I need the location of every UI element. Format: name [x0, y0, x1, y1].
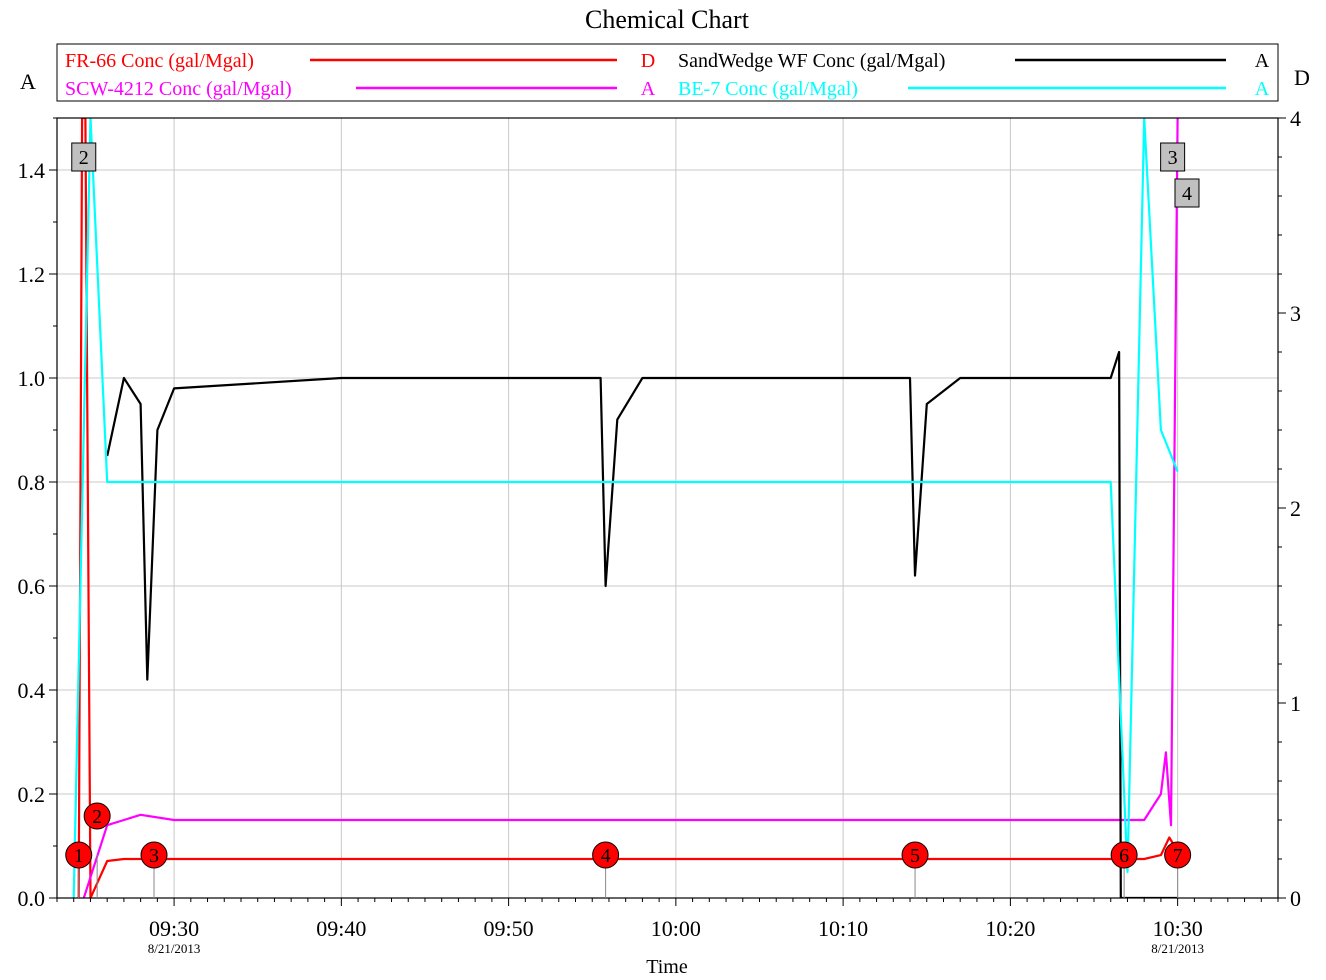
right-tick-label: 4	[1290, 106, 1301, 131]
left-tick-label: 1.0	[18, 366, 46, 391]
plot-frame	[56, 117, 1279, 899]
event-marker-6	[1110, 841, 1138, 869]
x-tick-label: 10:10	[818, 916, 868, 941]
event-marker-7	[1164, 841, 1192, 869]
series-line-1	[77, 118, 1179, 898]
legend-box	[56, 43, 1279, 102]
right-tick-label: 0	[1290, 886, 1301, 911]
chart-title: Chemical Chart	[585, 5, 750, 34]
series-line-3	[106, 350, 1178, 898]
left-axis-label: A	[20, 69, 36, 94]
event-marker-label: 6	[1119, 845, 1129, 867]
legend-entry-3: SandWedge WF Conc (gal/Mgal)	[678, 50, 945, 72]
event-marker-label: 3	[149, 845, 159, 867]
comment-marker-2	[71, 142, 97, 172]
event-marker-label: 4	[601, 845, 611, 867]
series-line-2	[82, 118, 1179, 898]
x-tick-label: 09:50	[484, 916, 534, 941]
legend-axis-tag: D	[641, 50, 655, 72]
gridlines	[57, 118, 1278, 899]
legend-axis-tag: A	[1255, 78, 1270, 100]
x-tick-label: 10:00	[651, 916, 701, 941]
x-tick-label: 10:30	[1153, 916, 1203, 941]
x-tick-date: 8/21/2013	[1151, 941, 1204, 956]
event-marker-label: 1	[74, 845, 84, 867]
left-tick-label: 0.0	[18, 886, 46, 911]
right-tick-label: 3	[1290, 301, 1301, 326]
left-tick-label: 1.2	[18, 262, 46, 287]
plot-area	[72, 118, 1179, 898]
left-tick-label: 0.4	[18, 678, 46, 703]
left-tick-label: 0.2	[18, 782, 46, 807]
comment-marker-label: 4	[1182, 183, 1192, 205]
event-marker-label: 7	[1173, 845, 1183, 867]
event-marker-label: 2	[92, 806, 102, 828]
legend-entry-4: BE-7 Conc (gal/Mgal)	[678, 78, 858, 100]
legend-axis-tag: A	[1255, 50, 1270, 72]
comment-marker-label: 3	[1168, 147, 1178, 169]
event-marker-1	[65, 841, 93, 869]
x-tick-label: 09:40	[316, 916, 366, 941]
event-marker-label: 5	[910, 845, 920, 867]
legend-entry-2: SCW-4212 Conc (gal/Mgal)	[65, 78, 292, 100]
x-tick-label: 09:30	[149, 916, 199, 941]
left-tick-label: 1.4	[18, 158, 46, 183]
legend-axis-tag: A	[641, 78, 656, 100]
series-line-4	[72, 118, 1179, 898]
comment-marker-4	[1174, 178, 1200, 208]
comment-marker-label: 2	[79, 147, 89, 169]
event-marker-2	[83, 802, 111, 830]
right-axis-label: D	[1294, 65, 1310, 90]
left-tick-label: 0.6	[18, 574, 46, 599]
event-marker-5	[901, 841, 929, 869]
x-tick-date: 8/21/2013	[148, 941, 201, 956]
x-tick-label: 10:20	[985, 916, 1035, 941]
event-marker-4	[592, 841, 620, 869]
legend-entry-1: FR-66 Conc (gal/Mgal)	[65, 50, 254, 72]
right-tick-label: 2	[1290, 496, 1301, 521]
x-axis-label: Time	[646, 956, 688, 978]
event-markers: 123 4 5 6 72 34	[65, 142, 1200, 898]
legend: FR-66 Conc (gal/Mgal) D SCW-4212 Conc (gal…	[56, 43, 1279, 102]
comment-marker-3	[1160, 142, 1186, 172]
right-tick-label: 1	[1290, 691, 1301, 716]
left-tick-label: 0.8	[18, 470, 46, 495]
axes: 0.00.20.40.60.81.01.21.40123409:308/21/2…	[18, 106, 1302, 956]
event-marker-3	[140, 841, 168, 869]
